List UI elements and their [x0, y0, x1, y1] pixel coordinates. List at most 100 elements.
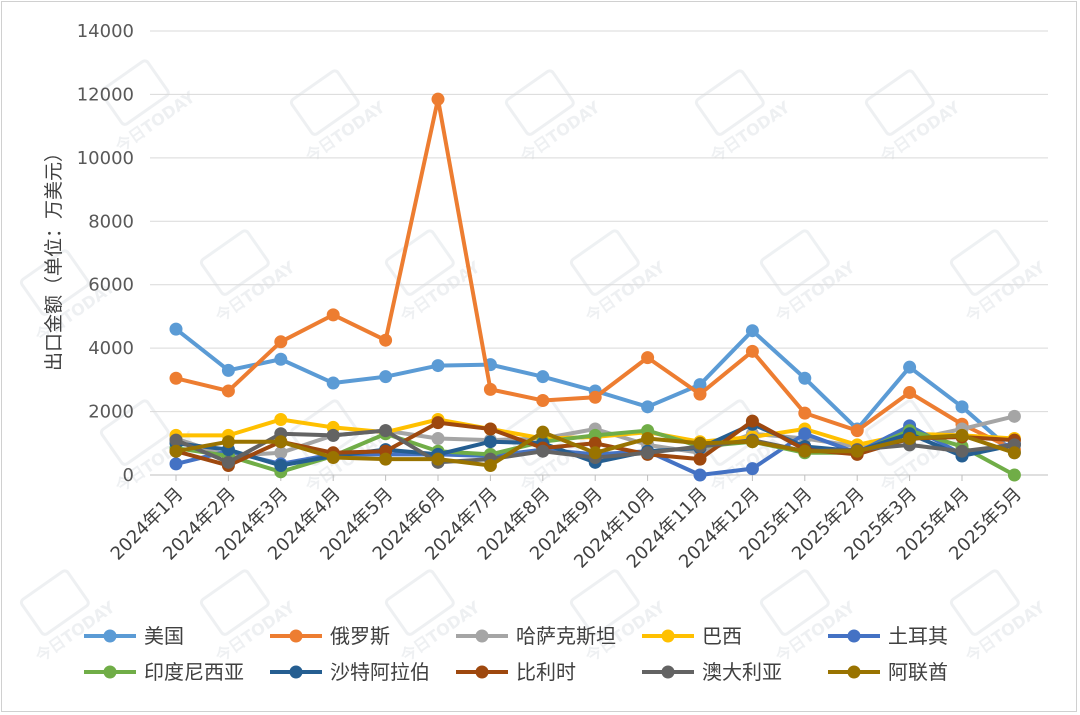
y-tick-label: 2000 — [88, 402, 134, 423]
data-point — [1007, 468, 1021, 482]
data-point — [536, 425, 550, 439]
data-point — [588, 390, 602, 404]
data-point — [536, 444, 550, 458]
legend-item: 比利时 — [456, 660, 576, 684]
data-point — [641, 446, 655, 460]
y-tick-label: 4000 — [88, 338, 134, 359]
legend-label: 沙特阿拉伯 — [330, 660, 430, 684]
data-point — [798, 406, 812, 420]
data-point — [379, 370, 393, 384]
legend-label: 土耳其 — [888, 624, 948, 648]
svg-text:今日TODAY: 今日TODAY — [516, 97, 604, 166]
watermark: 今日TODAY — [19, 569, 119, 667]
data-point — [955, 444, 969, 458]
series-阿联酋 — [169, 425, 1021, 472]
watermark: 今日TODAY — [199, 229, 299, 327]
data-point — [379, 452, 393, 466]
svg-text:今日TODAY: 今日TODAY — [961, 257, 1049, 326]
data-point — [955, 428, 969, 442]
y-tick-label: 6000 — [88, 275, 134, 296]
data-point — [588, 446, 602, 460]
watermark: 今日TODAY — [759, 229, 859, 327]
legend-label: 美国 — [144, 624, 184, 648]
data-point — [326, 451, 340, 465]
data-point — [483, 422, 497, 436]
data-point — [1007, 409, 1021, 423]
legend-swatch-marker — [289, 629, 303, 643]
data-point — [745, 344, 759, 358]
data-point — [169, 457, 183, 471]
data-point — [641, 400, 655, 414]
y-tick-label: 14000 — [77, 21, 134, 42]
legend-label: 阿联酋 — [888, 660, 948, 684]
data-point — [693, 387, 707, 401]
legend-swatch-marker — [103, 665, 117, 679]
data-point — [431, 92, 445, 106]
legend-label: 巴西 — [702, 624, 742, 648]
watermark: 今日TODAY — [949, 229, 1049, 327]
data-point — [431, 416, 445, 430]
y-tick-label: 12000 — [77, 84, 134, 105]
legend-item: 土耳其 — [828, 624, 948, 648]
data-point — [274, 352, 288, 366]
watermark: 今日TODAY — [569, 229, 669, 327]
legend-swatch-marker — [103, 629, 117, 643]
legend-label: 哈萨克斯坦 — [516, 624, 616, 648]
svg-text:今日TODAY: 今日TODAY — [771, 597, 859, 666]
y-tick-label: 8000 — [88, 211, 134, 232]
legend-swatch-marker — [475, 629, 489, 643]
data-point — [745, 414, 759, 428]
data-point — [483, 435, 497, 449]
data-point — [379, 333, 393, 347]
svg-text:今日TODAY: 今日TODAY — [771, 257, 859, 326]
svg-text:今日TODAY: 今日TODAY — [706, 97, 794, 166]
svg-text:今日TODAY: 今日TODAY — [211, 597, 299, 666]
data-point — [274, 435, 288, 449]
data-point — [274, 446, 288, 460]
data-point — [588, 436, 602, 450]
data-point — [798, 427, 812, 441]
data-point — [798, 444, 812, 458]
legend-label: 俄罗斯 — [330, 624, 390, 648]
watermark: 今日TODAY — [504, 69, 604, 167]
data-point — [850, 444, 864, 458]
legend-swatch-marker — [475, 665, 489, 679]
svg-text:今日TODAY: 今日TODAY — [396, 257, 484, 326]
legend-item: 哈萨克斯坦 — [456, 624, 616, 648]
data-point — [798, 371, 812, 385]
data-point — [483, 382, 497, 396]
data-point — [483, 458, 497, 472]
data-point — [641, 432, 655, 446]
data-point — [221, 435, 235, 449]
legend-item: 澳大利亚 — [642, 660, 782, 684]
data-point — [745, 435, 759, 449]
legend-label: 澳大利亚 — [702, 660, 782, 684]
legend-swatch-marker — [847, 629, 861, 643]
data-point — [431, 359, 445, 373]
series-俄罗斯 — [169, 92, 1021, 457]
watermark: 今日TODAY — [759, 569, 859, 667]
data-point — [431, 432, 445, 446]
data-point — [903, 432, 917, 446]
data-point — [745, 324, 759, 338]
data-point — [326, 376, 340, 390]
legend-item: 阿联酋 — [828, 660, 948, 684]
data-point — [326, 428, 340, 442]
data-point — [850, 424, 864, 438]
series-layer — [169, 92, 1021, 482]
watermark: 今日TODAY — [384, 569, 484, 667]
data-point — [903, 386, 917, 400]
watermark-layer: 今日TODAY 今日TODAY 今日TODAY 今日TODAY 今日TODAY 今日TOD… — [19, 59, 1049, 667]
data-point — [693, 468, 707, 482]
data-point — [274, 335, 288, 349]
y-tick-label: 10000 — [77, 148, 134, 169]
data-point — [221, 384, 235, 398]
legend-item: 巴西 — [642, 624, 742, 648]
data-point — [693, 436, 707, 450]
data-point — [326, 308, 340, 322]
data-point — [274, 458, 288, 472]
legend-item: 沙特阿拉伯 — [270, 660, 430, 684]
data-point — [641, 351, 655, 365]
